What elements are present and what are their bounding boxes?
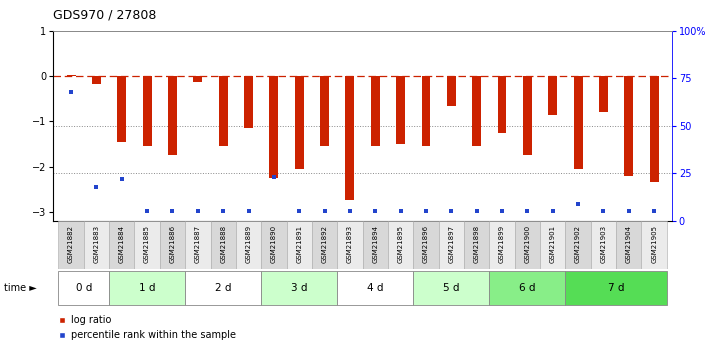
FancyBboxPatch shape (109, 271, 185, 305)
Text: GSM21900: GSM21900 (525, 225, 530, 263)
Bar (650, 76, 658, 183)
Text: GSM21898: GSM21898 (474, 225, 480, 263)
Text: 7 d: 7 d (608, 283, 624, 293)
FancyBboxPatch shape (565, 271, 667, 305)
FancyBboxPatch shape (236, 221, 261, 269)
Text: GSM21888: GSM21888 (220, 225, 226, 263)
FancyBboxPatch shape (134, 221, 160, 269)
Bar (295, 76, 304, 169)
FancyBboxPatch shape (489, 271, 565, 305)
FancyBboxPatch shape (185, 221, 210, 269)
Text: 6 d: 6 d (519, 283, 535, 293)
Text: GSM21905: GSM21905 (651, 225, 657, 263)
Text: GSM21889: GSM21889 (245, 225, 252, 263)
Bar (396, 76, 405, 144)
FancyBboxPatch shape (439, 221, 464, 269)
FancyBboxPatch shape (489, 221, 515, 269)
FancyBboxPatch shape (565, 221, 591, 269)
Text: GSM21882: GSM21882 (68, 225, 74, 263)
Text: GSM21886: GSM21886 (169, 225, 176, 263)
Text: GSM21887: GSM21887 (195, 225, 201, 263)
FancyBboxPatch shape (363, 221, 388, 269)
Bar (624, 76, 634, 176)
Bar (143, 76, 151, 146)
Text: GSM21895: GSM21895 (397, 225, 404, 263)
Bar (371, 76, 380, 146)
Text: GSM21902: GSM21902 (575, 225, 581, 263)
FancyBboxPatch shape (58, 221, 84, 269)
FancyBboxPatch shape (58, 271, 109, 305)
Text: 5 d: 5 d (443, 283, 459, 293)
Bar (472, 76, 481, 146)
Text: GSM21899: GSM21899 (499, 225, 505, 263)
FancyBboxPatch shape (337, 271, 413, 305)
Text: GSM21904: GSM21904 (626, 225, 632, 263)
Text: GSM21883: GSM21883 (93, 225, 100, 263)
FancyBboxPatch shape (109, 221, 134, 269)
Bar (269, 76, 278, 178)
Text: 0 d: 0 d (75, 283, 92, 293)
FancyBboxPatch shape (388, 221, 413, 269)
Bar (67, 75, 75, 76)
Text: 2 d: 2 d (215, 283, 231, 293)
FancyBboxPatch shape (413, 221, 439, 269)
Bar (422, 76, 430, 146)
FancyBboxPatch shape (210, 221, 236, 269)
Text: GSM21896: GSM21896 (423, 225, 429, 263)
FancyBboxPatch shape (616, 221, 641, 269)
FancyBboxPatch shape (287, 221, 312, 269)
Bar (599, 76, 608, 112)
FancyBboxPatch shape (540, 221, 565, 269)
Text: GSM21890: GSM21890 (271, 225, 277, 263)
FancyBboxPatch shape (464, 221, 489, 269)
Text: time ►: time ► (4, 283, 36, 293)
Bar (498, 76, 506, 133)
FancyBboxPatch shape (641, 221, 667, 269)
FancyBboxPatch shape (261, 221, 287, 269)
Text: GSM21893: GSM21893 (347, 225, 353, 263)
Bar (574, 76, 582, 169)
Bar (320, 76, 329, 146)
FancyBboxPatch shape (261, 271, 337, 305)
Bar (92, 76, 101, 85)
Text: GSM21894: GSM21894 (373, 225, 378, 263)
Bar (244, 76, 253, 128)
Text: GSM21891: GSM21891 (296, 225, 302, 263)
Text: GDS970 / 27808: GDS970 / 27808 (53, 9, 156, 22)
Text: GSM21885: GSM21885 (144, 225, 150, 263)
FancyBboxPatch shape (591, 221, 616, 269)
FancyBboxPatch shape (515, 221, 540, 269)
Bar (346, 76, 354, 200)
FancyBboxPatch shape (312, 221, 337, 269)
FancyBboxPatch shape (337, 221, 363, 269)
Text: GSM21884: GSM21884 (119, 225, 124, 263)
FancyBboxPatch shape (185, 271, 261, 305)
Legend: log ratio, percentile rank within the sample: log ratio, percentile rank within the sa… (58, 315, 236, 340)
Text: GSM21903: GSM21903 (601, 225, 606, 263)
Text: 1 d: 1 d (139, 283, 156, 293)
Text: 4 d: 4 d (367, 283, 383, 293)
Text: GSM21897: GSM21897 (449, 225, 454, 263)
Bar (193, 76, 202, 82)
Text: 3 d: 3 d (291, 283, 307, 293)
Bar (523, 76, 532, 155)
FancyBboxPatch shape (160, 221, 185, 269)
Text: GSM21892: GSM21892 (321, 225, 328, 263)
FancyBboxPatch shape (413, 271, 489, 305)
Bar (219, 76, 228, 146)
Bar (548, 76, 557, 115)
FancyBboxPatch shape (84, 221, 109, 269)
Bar (117, 76, 127, 142)
Text: GSM21901: GSM21901 (550, 225, 556, 263)
Bar (168, 76, 177, 155)
Bar (447, 76, 456, 106)
